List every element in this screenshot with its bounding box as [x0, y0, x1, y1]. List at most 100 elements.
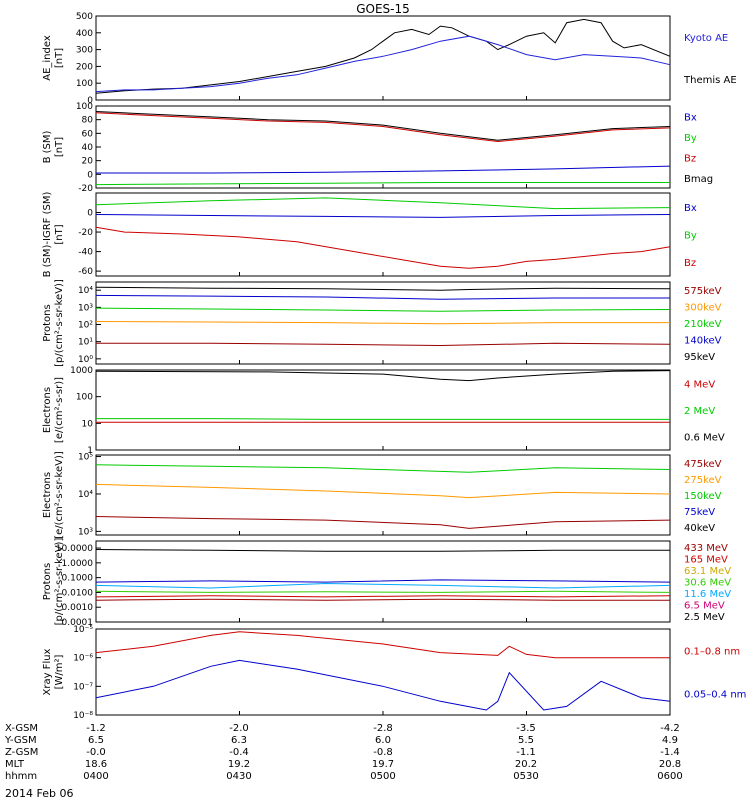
y-axis-label: B (SM)-IGRF (SM)	[42, 192, 53, 278]
series-line	[95, 197, 671, 210]
series-line	[95, 18, 671, 94]
x-axis-table: X-GSM -1.2 -2.0 -2.8 -3.5 -4.2 Y-GSM 6.5 6.3 6.0 5…	[4, 723, 683, 782]
y-tick-label: 10⁴	[78, 286, 93, 296]
x-axis-value: 0500	[370, 771, 395, 782]
x-axis-value: -1.4	[660, 747, 680, 758]
legend-entry: 433 MeV	[684, 543, 728, 554]
y-tick-label: 10⁰	[78, 355, 93, 365]
y-tick-label: 10¹	[78, 338, 93, 348]
series-line	[95, 659, 671, 711]
y-tick-label: 400	[76, 29, 93, 39]
y-tick-label: 100	[76, 102, 93, 112]
legend-entry: 4 MeV	[684, 379, 715, 390]
x-axis-value: 5.5	[518, 735, 534, 746]
series-line	[95, 226, 671, 269]
series-line	[95, 294, 670, 300]
legend-entry: 11.6 MeV	[684, 589, 731, 600]
legend-entry: 95keV	[684, 352, 715, 363]
legend-entry: Bmag	[684, 174, 713, 185]
y-tick-label: 100	[76, 393, 93, 403]
y-tick-label: 0	[87, 96, 93, 106]
x-axis-value: 18.6	[85, 759, 107, 770]
y-tick-label: 300	[76, 46, 93, 56]
series-line	[95, 483, 671, 499]
y-tick-label: 200	[76, 62, 93, 72]
x-axis-value: -1.1	[516, 747, 536, 758]
y-axis-label: [e/(cm²-s-sr-keV)]	[54, 451, 65, 539]
y-axis-label: Electrons	[42, 387, 53, 433]
legend-entry: 63.1 MeV	[684, 566, 731, 577]
legend-entry: Kyoto AE	[684, 33, 728, 44]
x-axis-row-label: MLT	[5, 759, 25, 770]
y-tick-label: -20	[78, 228, 93, 238]
legend-entry: Bx	[684, 112, 697, 123]
y-tick-label: 20	[82, 157, 94, 167]
y-tick-label: 0	[87, 170, 93, 180]
y-axis-label: [nT]	[54, 48, 65, 68]
y-tick-label: 40	[82, 143, 94, 153]
series-line	[95, 35, 671, 93]
x-axis-row-label: X-GSM	[5, 723, 38, 734]
legend-entry: 575keV	[684, 286, 722, 297]
series-line	[95, 321, 670, 325]
legend-entry: Bz	[684, 258, 696, 269]
x-axis-value: 19.7	[372, 759, 394, 770]
series-line	[95, 631, 670, 659]
y-axis-label: B (SM)	[42, 130, 53, 163]
plot-frame	[95, 15, 671, 101]
x-axis-value: -0.0	[86, 747, 106, 758]
series-line	[95, 182, 670, 186]
series-line	[96, 165, 671, 174]
y-tick-label: 10⁻⁶	[73, 654, 93, 664]
y-axis-label: AE_index	[42, 35, 53, 81]
plot-frame	[95, 369, 671, 451]
y-tick-label: 0.1000	[62, 574, 94, 584]
y-axis-label: Electrons	[42, 472, 53, 518]
x-axis-value: 20.8	[659, 759, 681, 770]
y-tick-label: 0.0010	[62, 603, 94, 613]
series-line	[95, 598, 670, 601]
series-line	[95, 516, 671, 529]
y-tick-label: 0	[87, 209, 93, 219]
legend-entry: 150keV	[684, 491, 722, 502]
y-tick-label: 10.0000	[56, 544, 93, 554]
series-line	[95, 595, 671, 598]
series-line	[95, 370, 671, 382]
series-line	[95, 579, 671, 583]
x-axis-value: 0600	[657, 771, 682, 782]
x-axis-value: 0430	[226, 771, 251, 782]
x-axis-value: -2.8	[373, 723, 393, 734]
y-tick-label: 10³	[78, 527, 93, 537]
y-tick-label: 60	[82, 129, 94, 139]
y-tick-label: 500	[76, 12, 93, 22]
y-tick-label: -40	[78, 248, 93, 258]
y-tick-label: 1000	[70, 366, 93, 376]
legend-entry: 475keV	[684, 459, 722, 470]
legend-entry: 2 MeV	[684, 406, 715, 417]
legend-entry: 40keV	[684, 523, 715, 534]
legend-entry: 0.6 MeV	[684, 433, 725, 444]
y-axis-label: Xray Flux	[42, 648, 53, 695]
y-tick-label: 10⁴	[78, 490, 93, 500]
x-axis-value: 6.0	[375, 735, 391, 746]
legend-entry: 6.5 MeV	[684, 601, 725, 612]
panel-6: 10³ 10⁴ 10⁵ Electrons [e/(cm²-s-sr-keV)] 475k…	[42, 451, 722, 539]
y-tick-label: 1	[87, 446, 93, 456]
y-tick-label: 0.0100	[62, 588, 94, 598]
y-tick-label: 10	[82, 419, 94, 429]
y-tick-label: 10³	[78, 303, 93, 313]
legend-entry: 2.5 MeV	[684, 612, 725, 623]
x-axis-value: 6.5	[88, 735, 104, 746]
plot-frame	[95, 105, 671, 189]
panel-1: 0 100 200 300 400 500 AE_index [nT] Kyoto AE Them…	[42, 12, 737, 106]
y-tick-label: 10⁻⁸	[73, 711, 93, 721]
y-tick-label: 100	[76, 79, 93, 89]
x-axis-value: 19.2	[228, 759, 250, 770]
legend-entry: 0.1–0.8 nm	[684, 647, 740, 658]
x-axis-value: 0530	[513, 771, 538, 782]
legend-entry: Bx	[684, 203, 697, 214]
panel-5: 1 10 100 1000 Electrons [e/(cm²-s-sr)] 4 MeV 2 …	[42, 366, 725, 456]
legend-entry: 165 MeV	[684, 554, 728, 565]
y-axis-label: [nT]	[54, 224, 65, 244]
